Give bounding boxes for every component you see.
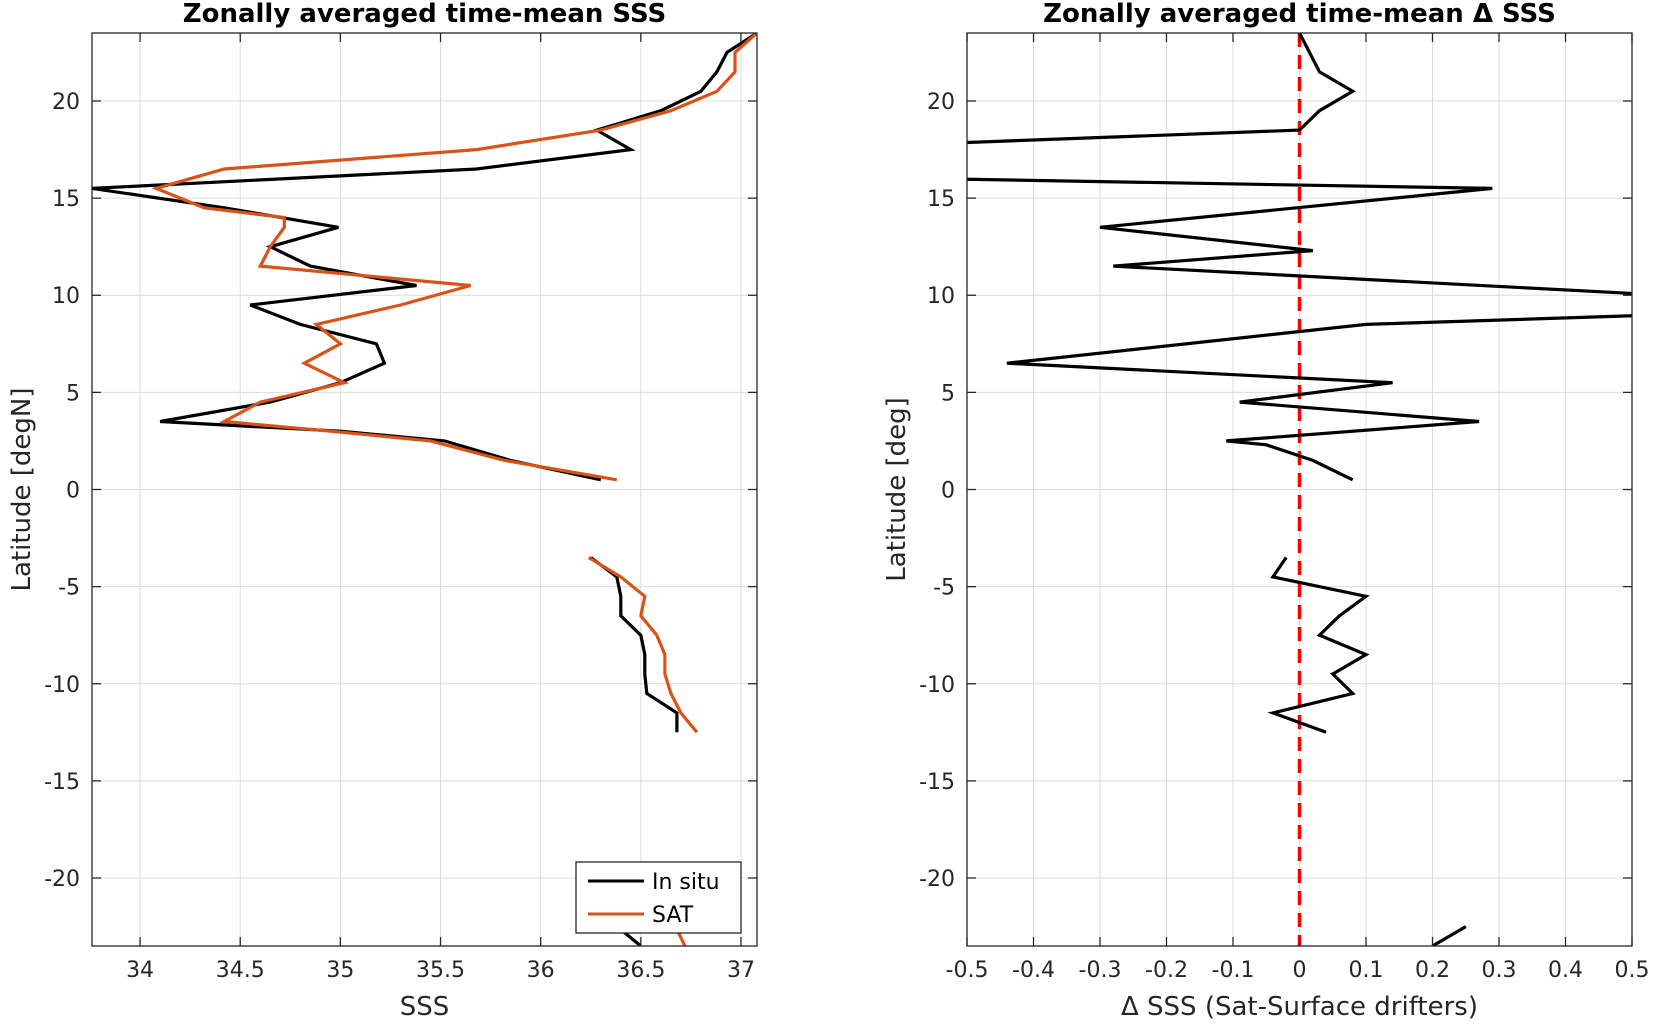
y-tick-label: 20 — [52, 90, 80, 115]
y-tick-label: -15 — [919, 770, 955, 795]
x-tick-label: -0.2 — [1145, 958, 1188, 983]
ticks-delta-sss — [966, 33, 1633, 946]
y-tick-label: 5 — [66, 381, 80, 406]
y-tick-label: 10 — [927, 284, 955, 309]
chart-title-sss: Zonally averaged time-mean SSS — [183, 0, 667, 29]
x-axis-label-sss: SSS — [400, 992, 450, 1022]
y-tick-labels-sss: -20 -15 -10 -5 0 5 10 15 20 — [44, 90, 80, 892]
y-tick-label: -10 — [44, 673, 80, 698]
y-tick-label: -15 — [44, 770, 80, 795]
y-axis-label-sss: Latitude [degN] — [7, 387, 37, 591]
x-tick-label: 0.1 — [1349, 958, 1384, 983]
x-tick-label: 0.4 — [1548, 958, 1583, 983]
x-tick-label: 36.5 — [616, 958, 665, 983]
y-tick-label: -20 — [44, 867, 80, 892]
y-tick-label: -5 — [58, 576, 80, 601]
x-tick-labels-sss: 34 34.5 35 35.5 36 36.5 37 — [126, 958, 755, 983]
x-tick-label: 35.5 — [416, 958, 465, 983]
x-tick-labels-delta-sss: -0.5 -0.4 -0.3 -0.2 -0.1 0 0.1 0.2 0.3 0.4 0.5 — [946, 958, 1650, 983]
x-tick-label: 0.5 — [1615, 958, 1650, 983]
y-axis-label-delta-sss: Latitude [deg] — [882, 397, 912, 582]
legend-box — [575, 861, 742, 934]
y-tick-label: -10 — [919, 673, 955, 698]
x-tick-label: 36 — [527, 958, 555, 983]
x-tick-label: 0 — [1293, 958, 1307, 983]
y-tick-labels-delta-sss: -20 -15 -10 -5 0 5 10 15 20 — [919, 90, 955, 892]
chart-sss: 34 34.5 35 35.5 36 36.5 37 -20 -15 -10 -5 0 5 10 15 20… — [7, 0, 758, 1022]
series-line-delta-0-segment-2 — [1267, 556, 1370, 734]
chart-delta-sss: -0.5 -0.4 -0.3 -0.2 -0.1 0 0.1 0.2 0.3 0.4 0.5 -20… — [882, 0, 1650, 1022]
series-group-delta-sss — [967, 33, 1632, 946]
y-tick-label: 10 — [52, 284, 80, 309]
series-line-sat-segment-1 — [587, 556, 699, 734]
x-tick-label: -0.4 — [1012, 958, 1055, 983]
series-line-in-situ-segment-1 — [589, 556, 679, 733]
y-tick-label: 15 — [52, 187, 80, 212]
x-tick-label: 34 — [126, 958, 154, 983]
chart-title-delta-sss: Zonally averaged time-mean Δ SSS — [1043, 0, 1556, 29]
x-tick-label: 37 — [727, 958, 755, 983]
series-line-in-situ-segment-0 — [92, 33, 757, 482]
legend: In situ SAT — [575, 861, 742, 934]
x-tick-label: 35 — [326, 958, 354, 983]
series-line-delta-0-segment-1 — [967, 33, 1356, 145]
series-line-delta-0-segment-3 — [1431, 925, 1467, 946]
y-tick-label: 20 — [927, 90, 955, 115]
y-tick-label: -5 — [933, 576, 955, 601]
x-tick-label: 0.3 — [1482, 958, 1517, 983]
grid-sss — [92, 33, 757, 946]
legend-label-in-situ: In situ — [652, 870, 720, 895]
y-tick-label: 15 — [927, 187, 955, 212]
series-line-sat-segment-0 — [151, 33, 757, 482]
y-tick-label: -20 — [919, 867, 955, 892]
x-tick-label: -0.1 — [1212, 958, 1255, 983]
y-tick-label: 0 — [941, 479, 955, 504]
y-tick-label: 5 — [941, 381, 955, 406]
x-tick-label: 0.2 — [1415, 958, 1450, 983]
x-tick-label: -0.3 — [1079, 958, 1122, 983]
x-tick-label: 34.5 — [216, 958, 265, 983]
x-axis-label-delta-sss: Δ SSS (Sat-Surface drifters) — [1121, 992, 1478, 1022]
series-line-delta-0-segment-0 — [967, 177, 1632, 482]
y-tick-label: 0 — [66, 479, 80, 504]
ticks-sss — [92, 33, 757, 946]
x-tick-label: -0.5 — [946, 958, 989, 983]
legend-label-sat: SAT — [652, 903, 694, 928]
